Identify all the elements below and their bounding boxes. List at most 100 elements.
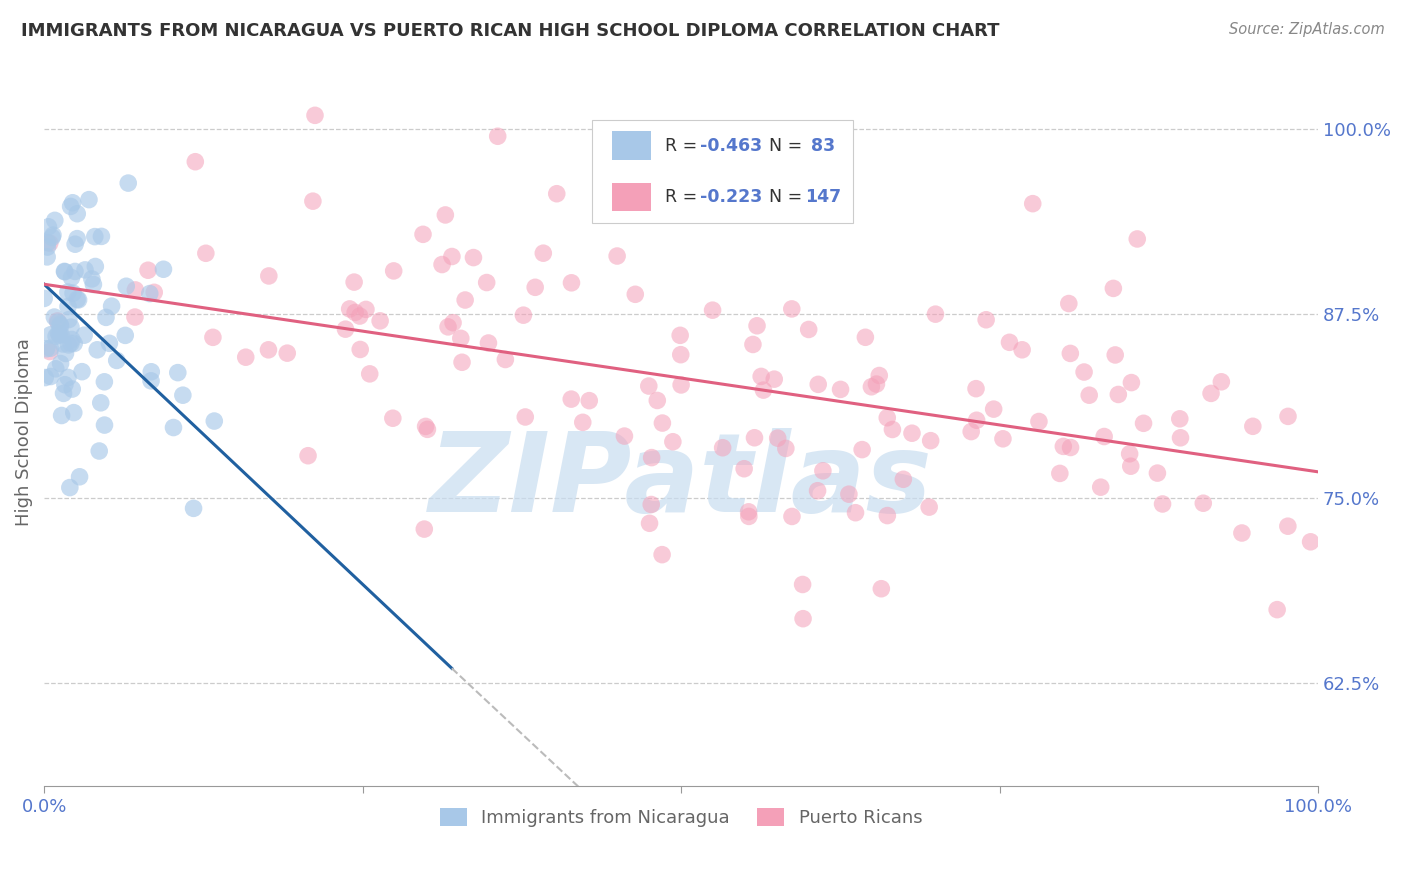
Point: [152, 262, 174, 277]
Point: [143, 285, 166, 300]
Point: [830, 383, 852, 397]
Point: [1241, 419, 1264, 434]
Point: [637, 379, 659, 393]
Point: [51, 409, 73, 423]
Point: [139, 286, 162, 301]
Point: [172, 388, 194, 402]
Point: [44, 310, 66, 324]
Point: [524, 280, 547, 294]
Point: [63, 264, 86, 278]
Point: [669, 378, 692, 392]
Point: [257, 343, 280, 357]
Point: [991, 432, 1014, 446]
Point: [49, 357, 72, 371]
Point: [860, 380, 883, 394]
Point: [876, 508, 898, 523]
Point: [1211, 375, 1233, 389]
Point: [669, 328, 692, 343]
Point: [738, 509, 761, 524]
Point: [276, 346, 298, 360]
Point: [302, 194, 325, 209]
Point: [42, 228, 65, 243]
Point: [882, 422, 904, 436]
Point: [67, 293, 90, 307]
Point: [811, 464, 834, 478]
Point: [66, 293, 89, 307]
Point: [59, 199, 82, 213]
Point: [965, 382, 987, 396]
Point: [737, 505, 759, 519]
Point: [1059, 346, 1081, 360]
Text: 83: 83: [804, 136, 835, 154]
Point: [45, 329, 67, 343]
Point: [48, 326, 70, 340]
Point: [194, 246, 217, 260]
FancyBboxPatch shape: [592, 120, 853, 223]
Point: [41, 230, 63, 244]
Point: [1022, 196, 1045, 211]
Point: [59, 336, 82, 351]
Point: [797, 322, 820, 336]
Point: [37, 240, 59, 254]
Text: N =: N =: [769, 188, 808, 206]
Legend: Immigrants from Nicaragua, Puerto Ricans: Immigrants from Nicaragua, Puerto Ricans: [433, 800, 929, 834]
Point: [578, 393, 600, 408]
Point: [80, 272, 103, 286]
Point: [86, 343, 108, 357]
Point: [37, 219, 59, 234]
Point: [669, 348, 692, 362]
Point: [368, 314, 391, 328]
Point: [1104, 348, 1126, 362]
Point: [451, 355, 474, 369]
Point: [62, 195, 84, 210]
Point: [82, 277, 104, 292]
Point: [613, 429, 636, 443]
Point: [918, 500, 941, 515]
Point: [1118, 447, 1140, 461]
Point: [73, 328, 96, 343]
Point: [304, 108, 326, 122]
Point: [166, 366, 188, 380]
Point: [1078, 388, 1101, 402]
Point: [486, 129, 509, 144]
Point: [640, 498, 662, 512]
Point: [475, 276, 498, 290]
Point: [1090, 480, 1112, 494]
Point: [651, 416, 673, 430]
Point: [450, 331, 472, 345]
Point: [865, 377, 887, 392]
Point: [780, 509, 803, 524]
Point: [749, 369, 772, 384]
Point: [415, 419, 437, 434]
Point: [184, 154, 207, 169]
Point: [60, 382, 83, 396]
Point: [1277, 409, 1299, 424]
Point: [66, 207, 89, 221]
Point: [1073, 365, 1095, 379]
Point: [1092, 429, 1115, 443]
Point: [891, 472, 914, 486]
Point: [349, 309, 371, 323]
Point: [115, 279, 138, 293]
Point: [62, 406, 84, 420]
Point: [714, 180, 737, 194]
Point: [62, 286, 84, 301]
FancyBboxPatch shape: [613, 131, 651, 160]
Point: [344, 305, 367, 319]
Point: [1011, 343, 1033, 357]
Point: [93, 418, 115, 433]
Point: [1199, 386, 1222, 401]
Point: [53, 265, 76, 279]
Point: [1052, 439, 1074, 453]
Point: [662, 434, 685, 449]
Point: [38, 344, 60, 359]
Point: [58, 338, 80, 352]
Point: [359, 367, 381, 381]
Point: [477, 336, 499, 351]
Point: [924, 307, 946, 321]
Point: [59, 320, 82, 334]
Text: ZIPatlas: ZIPatlas: [429, 428, 934, 535]
Point: [638, 516, 661, 531]
Point: [59, 481, 82, 495]
Point: [645, 393, 668, 408]
